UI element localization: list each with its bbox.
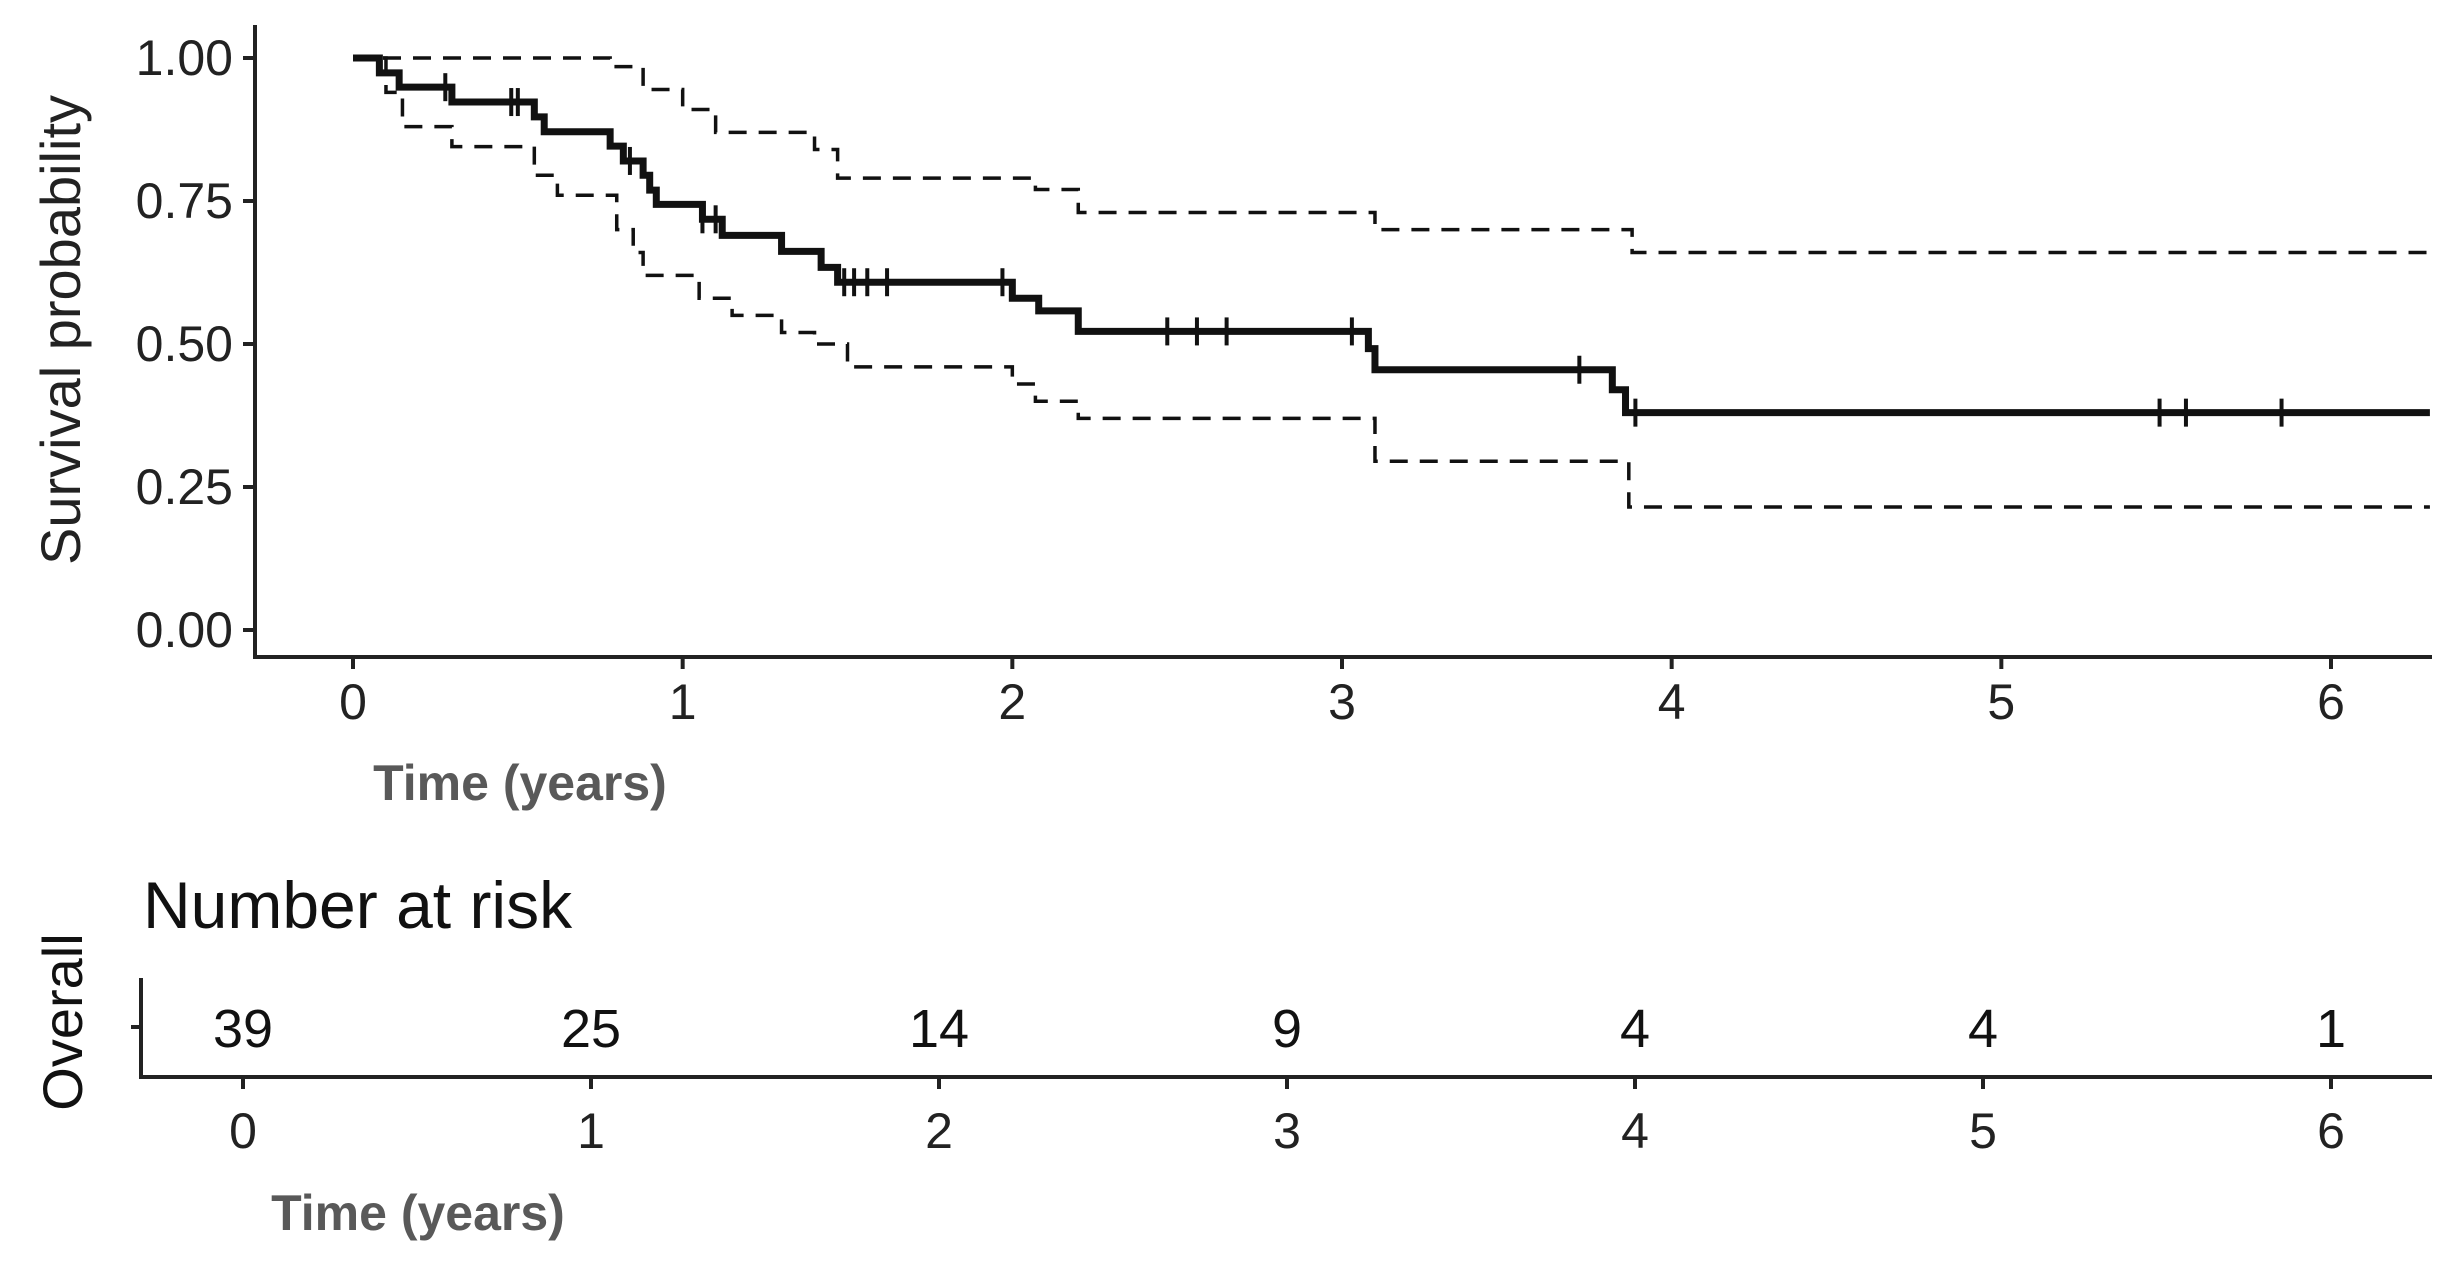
risk-value: 39	[213, 999, 273, 1059]
risk-x-tick-label: 1	[577, 1103, 605, 1159]
survival-curve	[353, 54, 2430, 417]
y-axis-ticks: 0.00 0.25 0.50 0.75 1.00	[136, 30, 255, 658]
x-tick-label: 0	[339, 674, 367, 730]
risk-table: Number at risk Overall 39 25 14 9 4 4 1 0 1 2 3 4 5…	[31, 868, 2432, 1241]
x-tick-label: 2	[998, 674, 1026, 730]
y-tick-label: 0.50	[136, 316, 233, 372]
risk-strata-label: Overall	[31, 933, 94, 1110]
risk-value: 1	[2316, 999, 2346, 1059]
y-tick-label: 1.00	[136, 30, 233, 86]
y-tick-label: 0.75	[136, 173, 233, 229]
y-tick-label: 0.25	[136, 459, 233, 515]
x-axis-title: Time (years)	[373, 755, 667, 811]
risk-x-tick-label: 2	[925, 1103, 953, 1159]
risk-values: 39 25 14 9 4 4 1	[213, 999, 2346, 1059]
y-axis-title: Survival probability	[29, 95, 92, 565]
lower-ci-curve	[353, 56, 2430, 509]
risk-x-tick-label: 6	[2317, 1103, 2345, 1159]
risk-x-tick-label: 5	[1969, 1103, 1997, 1159]
km-plot: Survival probability 0.00 0.25 0.50 0.75 1.0…	[29, 25, 2432, 811]
upper-ci-curve	[353, 56, 2430, 255]
risk-x-axis-ticks: 0 1 2 3 4 5 6	[229, 1077, 2345, 1159]
km-series-group	[353, 54, 2430, 509]
x-tick-label: 5	[1987, 674, 2015, 730]
risk-x-tick-label: 0	[229, 1103, 257, 1159]
risk-table-title: Number at risk	[143, 868, 573, 942]
risk-x-axis-title: Time (years)	[271, 1185, 565, 1241]
risk-value: 4	[1620, 999, 1650, 1059]
x-axis-ticks: 0 1 2 3 4 5 6	[339, 657, 2345, 730]
risk-value: 9	[1272, 999, 1302, 1059]
risk-x-tick-label: 4	[1621, 1103, 1649, 1159]
y-tick-label: 0.00	[136, 602, 233, 658]
x-tick-label: 4	[1658, 674, 1686, 730]
x-tick-label: 3	[1328, 674, 1356, 730]
risk-value: 25	[561, 999, 621, 1059]
x-tick-label: 6	[2317, 674, 2345, 730]
risk-value: 14	[909, 999, 969, 1059]
risk-value: 4	[1968, 999, 1998, 1059]
risk-x-tick-label: 3	[1273, 1103, 1301, 1159]
x-tick-label: 1	[669, 674, 697, 730]
